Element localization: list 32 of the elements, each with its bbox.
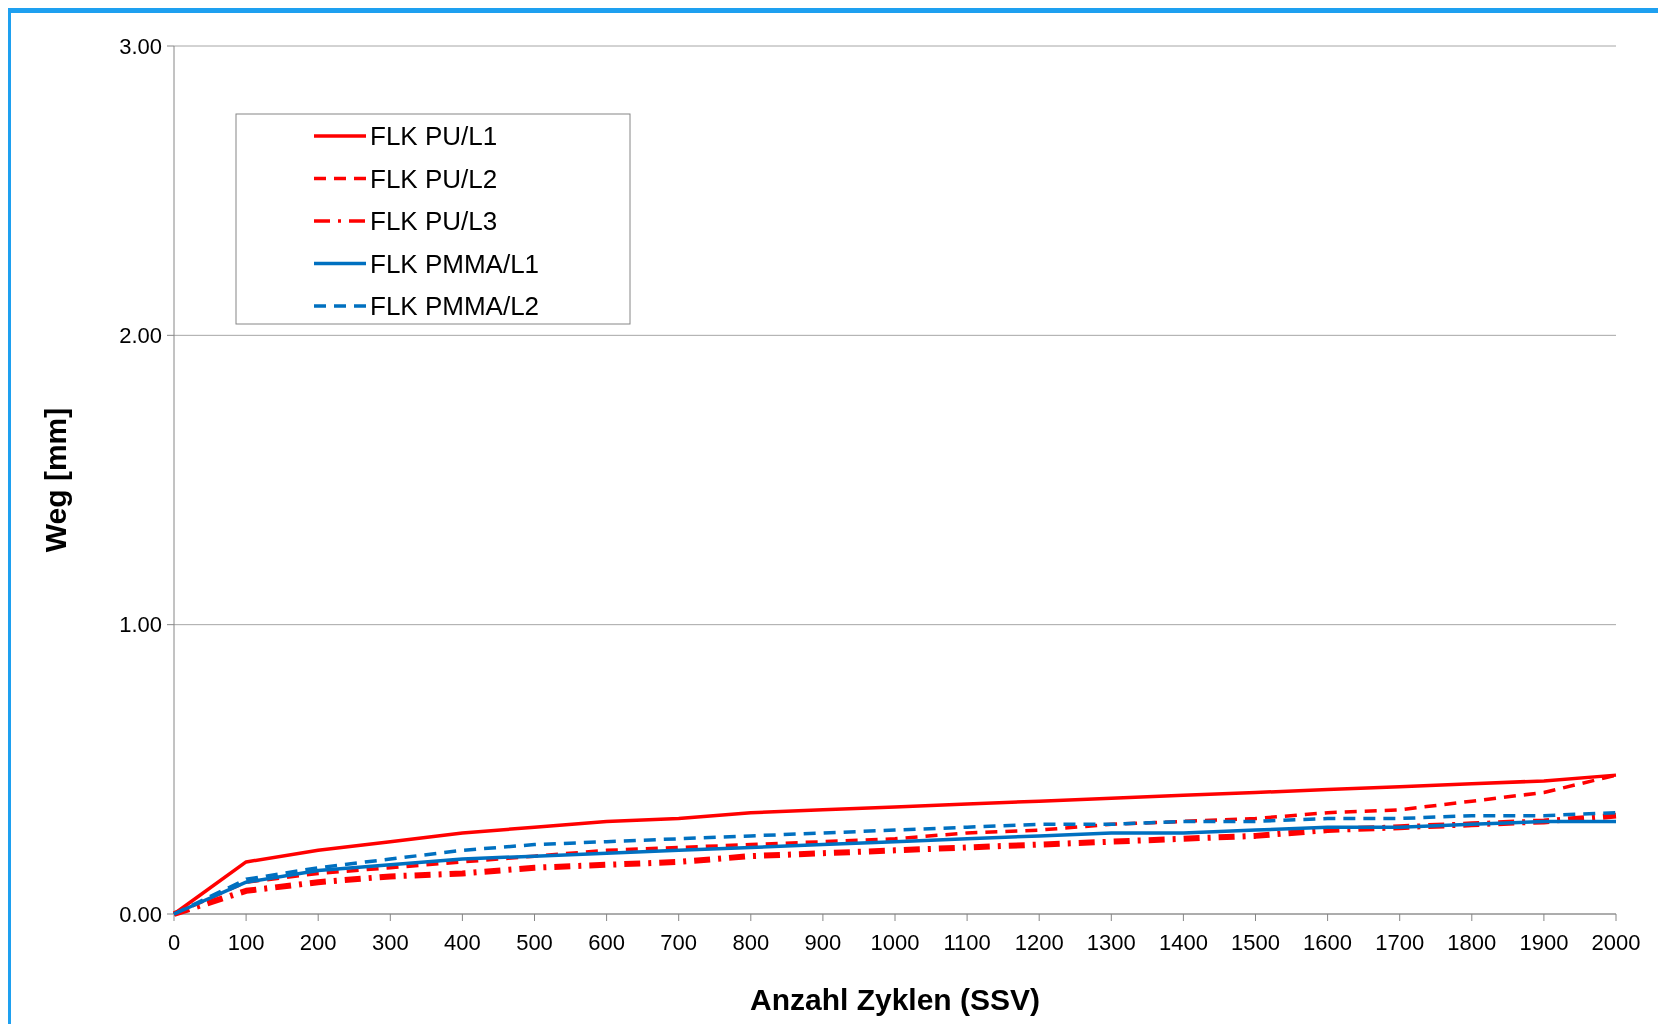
x-tick-label: 700	[660, 930, 698, 955]
x-tick-label: 1100	[943, 930, 991, 955]
x-tick-label: 800	[732, 930, 770, 955]
x-tick-label: 300	[371, 930, 409, 955]
legend-label: FLK PU/L2	[370, 163, 498, 194]
x-axis-title: Anzahl Zyklen (SSV)	[749, 983, 1041, 1016]
legend-label: FLK PU/L3	[370, 206, 498, 237]
legend-label: FLK PMMA/L2	[370, 291, 540, 322]
x-tick-label: 900	[804, 930, 842, 955]
x-tick-label: 400	[444, 930, 481, 955]
x-tick-label: 1500	[1231, 930, 1280, 955]
x-tick-label: 1300	[1086, 930, 1136, 955]
x-tick-label: 1700	[1375, 930, 1425, 955]
x-tick-label: 200	[299, 930, 337, 955]
x-tick-label: 1600	[1303, 930, 1353, 955]
x-tick-label: 0	[167, 930, 181, 955]
legend-label: FLK PMMA/L1	[370, 248, 540, 279]
x-tick-label: 1900	[1519, 930, 1569, 955]
x-tick-label: 1000	[870, 930, 920, 955]
y-axis-title: Weg [mm]	[39, 407, 72, 553]
y-tick-label: 1.00	[119, 612, 162, 638]
x-tick-label: 500	[516, 930, 553, 955]
x-tick-label: 1800	[1447, 930, 1497, 955]
x-tick-label: 2000	[1591, 930, 1641, 955]
x-tick-label: 100	[227, 930, 265, 955]
x-tick-label: 600	[588, 930, 625, 955]
y-tick-label: 2.00	[119, 323, 162, 349]
x-tick-label: 1200	[1014, 930, 1064, 955]
x-tick-label: 1400	[1158, 930, 1208, 955]
y-tick-label: 3.00	[119, 33, 162, 59]
legend-label: FLK PU/L1	[370, 121, 498, 152]
y-tick-label: 0.00	[119, 901, 162, 927]
